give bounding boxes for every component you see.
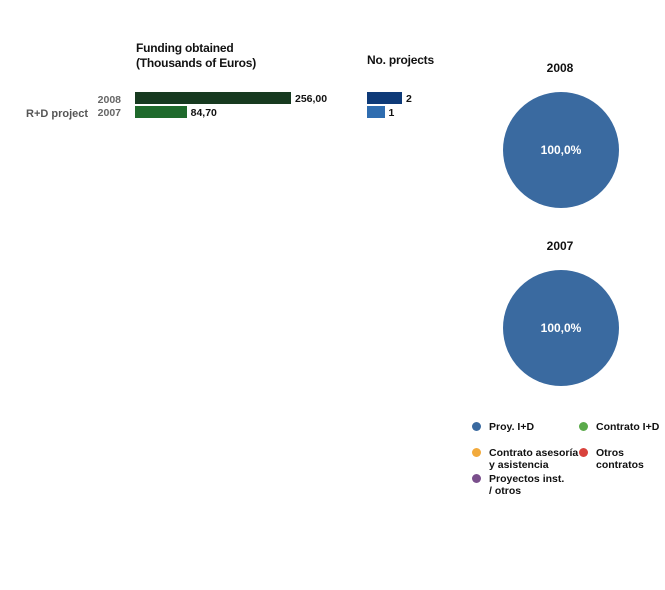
legend-label: Proyectos inst. / otros [489,473,565,497]
pie-title-2008: 2008 [546,61,574,75]
pie-title-2007: 2007 [546,239,574,253]
funding-value-2008: 256,00 [295,93,328,105]
pie-chart-2008: 100,0% [503,92,619,208]
projects-value-2007: 1 [388,107,395,119]
legend-item-proy-id: Proy. I+D [472,421,534,433]
legend-dot-icon [472,422,481,431]
legend-label: Contrato asesoría y asistencia [489,447,579,471]
funding-bar-2007 [135,106,187,118]
legend-dot-icon [579,448,588,457]
legend-item-otros-contratos: Otros contratos [579,447,644,471]
legend-label: Otros contratos [596,447,644,471]
pie-slice-proy-id-2008 [503,92,619,208]
legend-dot-icon [579,422,588,431]
legend-label: Contrato I+D [596,421,660,433]
legend-item-proyectos-inst: Proyectos inst. / otros [472,473,564,497]
projects-bar-2007 [367,106,385,118]
legend-item-contrato-asesoria: Contrato asesoría y asistencia [472,447,578,471]
legend-dot-icon [472,448,481,457]
legend-dot-icon [472,474,481,483]
row-label: R+D project [26,108,89,120]
funding-header: Funding obtained (Thousands of Euros) [136,41,256,70]
projects-bar-2008 [367,92,402,104]
pie-slice-proy-id-2007 [503,270,619,386]
legend-item-contrato-id: Contrato I+D [579,421,659,433]
pie-label-2007: 100,0% [541,321,582,335]
funding-bar-2008 [135,92,291,104]
projects-header: No. projects [367,53,434,67]
funding-value-2007: 84,70 [190,107,217,119]
pie-chart-2007: 100,0% [503,270,619,386]
year-label-2007: 2007 [97,107,121,119]
year-label-2008: 2008 [97,94,121,106]
projects-value-2008: 2 [406,93,412,105]
legend-label: Proy. I+D [489,421,535,433]
pie-label-2008: 100,0% [541,143,582,157]
